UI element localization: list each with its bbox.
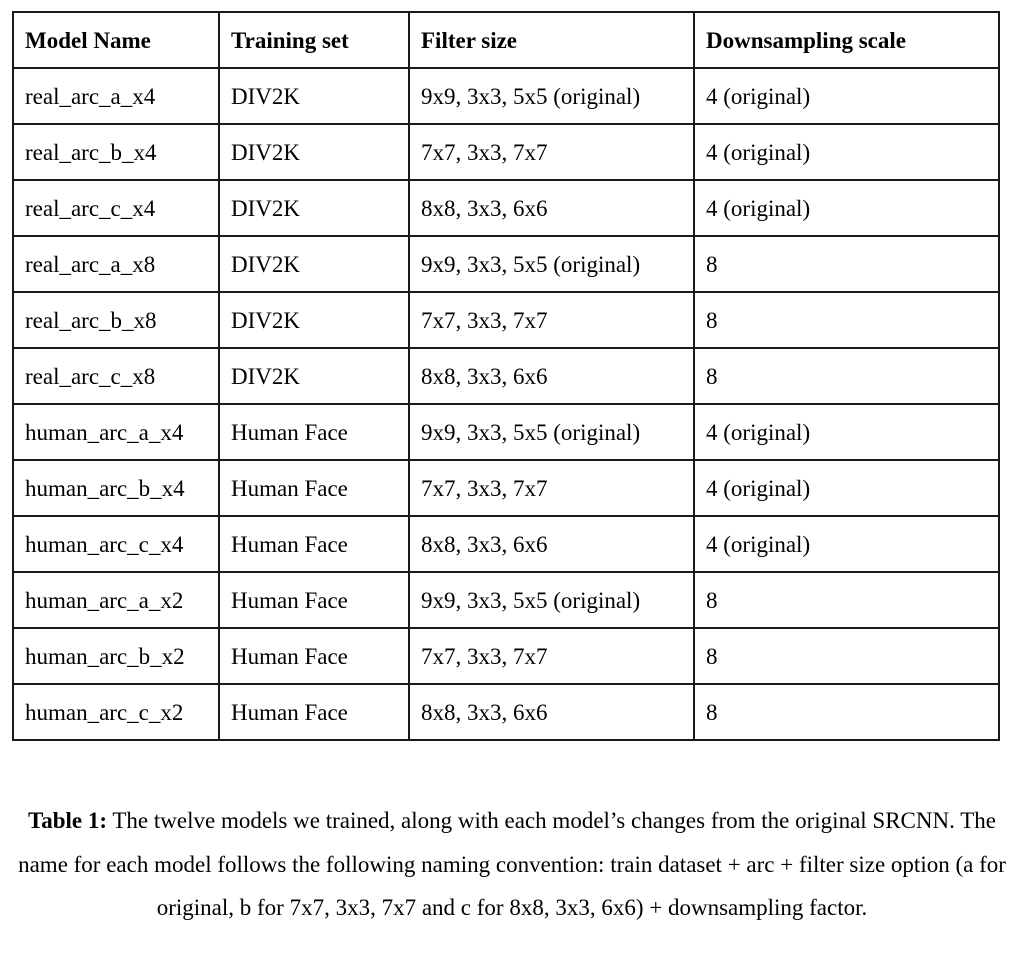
cell-model-name: real_arc_b_x4 bbox=[12, 123, 220, 181]
cell-training-set: DIV2K bbox=[218, 67, 410, 125]
cell-model-name: human_arc_a_x2 bbox=[12, 571, 220, 629]
cell-filter-size: 7x7, 3x3, 7x7 bbox=[408, 627, 695, 685]
cell-filter-size: 9x9, 3x3, 5x5 (original) bbox=[408, 571, 695, 629]
cell-model-name: real_arc_c_x8 bbox=[12, 347, 220, 405]
cell-training-set: Human Face bbox=[218, 683, 410, 741]
cell-model-name: human_arc_c_x2 bbox=[12, 683, 220, 741]
table-row: human_arc_a_x2 Human Face 9x9, 3x3, 5x5 (o… bbox=[12, 571, 1000, 629]
cell-downsampling-scale: 8 bbox=[693, 571, 1000, 629]
cell-downsampling-scale: 8 bbox=[693, 235, 1000, 293]
cell-model-name: human_arc_c_x4 bbox=[12, 515, 220, 573]
cell-model-name: human_arc_b_x2 bbox=[12, 627, 220, 685]
table-row: human_arc_b_x2 Human Face 7x7, 3x3, 7x7 8 bbox=[12, 627, 1000, 685]
table-row: human_arc_a_x4 Human Face 9x9, 3x3, 5x5 (o… bbox=[12, 403, 1000, 461]
table-row: human_arc_b_x4 Human Face 7x7, 3x3, 7x7 4 (… bbox=[12, 459, 1000, 517]
cell-training-set: DIV2K bbox=[218, 291, 410, 349]
cell-model-name: real_arc_a_x8 bbox=[12, 235, 220, 293]
cell-filter-size: 8x8, 3x3, 6x6 bbox=[408, 347, 695, 405]
table-row: human_arc_c_x2 Human Face 8x8, 3x3, 6x6 8 bbox=[12, 683, 1000, 741]
cell-model-name: human_arc_b_x4 bbox=[12, 459, 220, 517]
table-row: human_arc_c_x4 Human Face 8x8, 3x3, 6x6 4 (… bbox=[12, 515, 1000, 573]
cell-filter-size: 9x9, 3x3, 5x5 (original) bbox=[408, 235, 695, 293]
cell-training-set: Human Face bbox=[218, 571, 410, 629]
cell-downsampling-scale: 4 (original) bbox=[693, 403, 1000, 461]
cell-filter-size: 8x8, 3x3, 6x6 bbox=[408, 515, 695, 573]
cell-filter-size: 9x9, 3x3, 5x5 (original) bbox=[408, 67, 695, 125]
cell-filter-size: 8x8, 3x3, 6x6 bbox=[408, 683, 695, 741]
table-header: Model Name Training set Filter size Down… bbox=[12, 11, 1000, 69]
cell-model-name: human_arc_a_x4 bbox=[12, 403, 220, 461]
cell-downsampling-scale: 4 (original) bbox=[693, 515, 1000, 573]
cell-downsampling-scale: 4 (original) bbox=[693, 179, 1000, 237]
cell-downsampling-scale: 4 (original) bbox=[693, 459, 1000, 517]
header-downsampling-scale: Downsampling scale bbox=[693, 11, 1000, 69]
caption-text: The twelve models we trained, along with… bbox=[18, 808, 1006, 920]
cell-training-set: DIV2K bbox=[218, 123, 410, 181]
cell-model-name: real_arc_a_x4 bbox=[12, 67, 220, 125]
header-model-name: Model Name bbox=[12, 11, 220, 69]
table-row: real_arc_b_x4 DIV2K 7x7, 3x3, 7x7 4 (origin… bbox=[12, 123, 1000, 181]
cell-training-set: DIV2K bbox=[218, 179, 410, 237]
cell-model-name: real_arc_b_x8 bbox=[12, 291, 220, 349]
cell-training-set: Human Face bbox=[218, 459, 410, 517]
table-row: real_arc_c_x4 DIV2K 8x8, 3x3, 6x6 4 (origin… bbox=[12, 179, 1000, 237]
cell-downsampling-scale: 8 bbox=[693, 683, 1000, 741]
cell-downsampling-scale: 8 bbox=[693, 291, 1000, 349]
cell-downsampling-scale: 8 bbox=[693, 627, 1000, 685]
cell-training-set: DIV2K bbox=[218, 235, 410, 293]
cell-model-name: real_arc_c_x4 bbox=[12, 179, 220, 237]
cell-downsampling-scale: 8 bbox=[693, 347, 1000, 405]
cell-downsampling-scale: 4 (original) bbox=[693, 67, 1000, 125]
cell-training-set: Human Face bbox=[218, 627, 410, 685]
header-training-set: Training set bbox=[218, 11, 410, 69]
header-row: Model Name Training set Filter size Down… bbox=[12, 11, 1000, 69]
table-row: real_arc_a_x4 DIV2K 9x9, 3x3, 5x5 (origina… bbox=[12, 67, 1000, 125]
cell-filter-size: 9x9, 3x3, 5x5 (original) bbox=[408, 403, 695, 461]
cell-training-set: DIV2K bbox=[218, 347, 410, 405]
table-row: real_arc_a_x8 DIV2K 9x9, 3x3, 5x5 (origina… bbox=[12, 235, 1000, 293]
cell-training-set: Human Face bbox=[218, 403, 410, 461]
cell-training-set: Human Face bbox=[218, 515, 410, 573]
header-filter-size: Filter size bbox=[408, 11, 695, 69]
cell-filter-size: 7x7, 3x3, 7x7 bbox=[408, 123, 695, 181]
table-caption: Table 1: The twelve models we trained, a… bbox=[10, 799, 1012, 930]
cell-downsampling-scale: 4 (original) bbox=[693, 123, 1000, 181]
table-body: real_arc_a_x4 DIV2K 9x9, 3x3, 5x5 (origina… bbox=[12, 67, 1000, 741]
table-row: real_arc_b_x8 DIV2K 7x7, 3x3, 7x7 8 bbox=[12, 291, 1000, 349]
cell-filter-size: 7x7, 3x3, 7x7 bbox=[408, 459, 695, 517]
models-table: Model Name Training set Filter size Down… bbox=[12, 11, 1000, 741]
cell-filter-size: 8x8, 3x3, 6x6 bbox=[408, 179, 695, 237]
cell-filter-size: 7x7, 3x3, 7x7 bbox=[408, 291, 695, 349]
caption-label: Table 1: bbox=[28, 808, 108, 833]
table-row: real_arc_c_x8 DIV2K 8x8, 3x3, 6x6 8 bbox=[12, 347, 1000, 405]
